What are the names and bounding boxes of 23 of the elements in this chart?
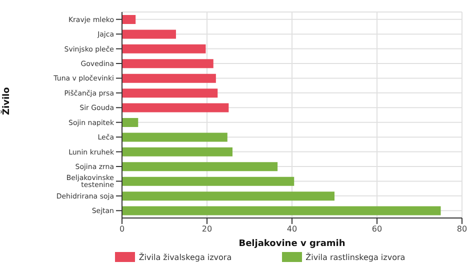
x-tick-label: 0 <box>119 224 125 234</box>
bar <box>122 103 229 112</box>
bar <box>122 74 216 83</box>
x-axis-title: Beljakovine v gramih <box>238 239 346 249</box>
bar <box>122 88 218 98</box>
x-tick-label: 40 <box>286 224 298 234</box>
bar <box>122 206 441 216</box>
bar <box>122 59 214 68</box>
bar <box>122 132 228 142</box>
bar <box>122 30 176 39</box>
bar <box>122 162 278 172</box>
legend-label: Živila živalskega izvora <box>138 252 232 262</box>
bar <box>122 176 294 186</box>
bar <box>122 44 206 54</box>
x-tick-label: 80 <box>456 224 468 234</box>
bar <box>122 118 138 127</box>
legend-label: Živila rastlinskega izvora <box>306 252 406 262</box>
bar <box>122 15 136 24</box>
y-axis-title: Živilo <box>0 87 12 115</box>
bar <box>122 147 232 156</box>
x-tick-label: 60 <box>372 224 382 234</box>
x-tick-label: 20 <box>202 224 212 234</box>
bar <box>122 192 334 201</box>
